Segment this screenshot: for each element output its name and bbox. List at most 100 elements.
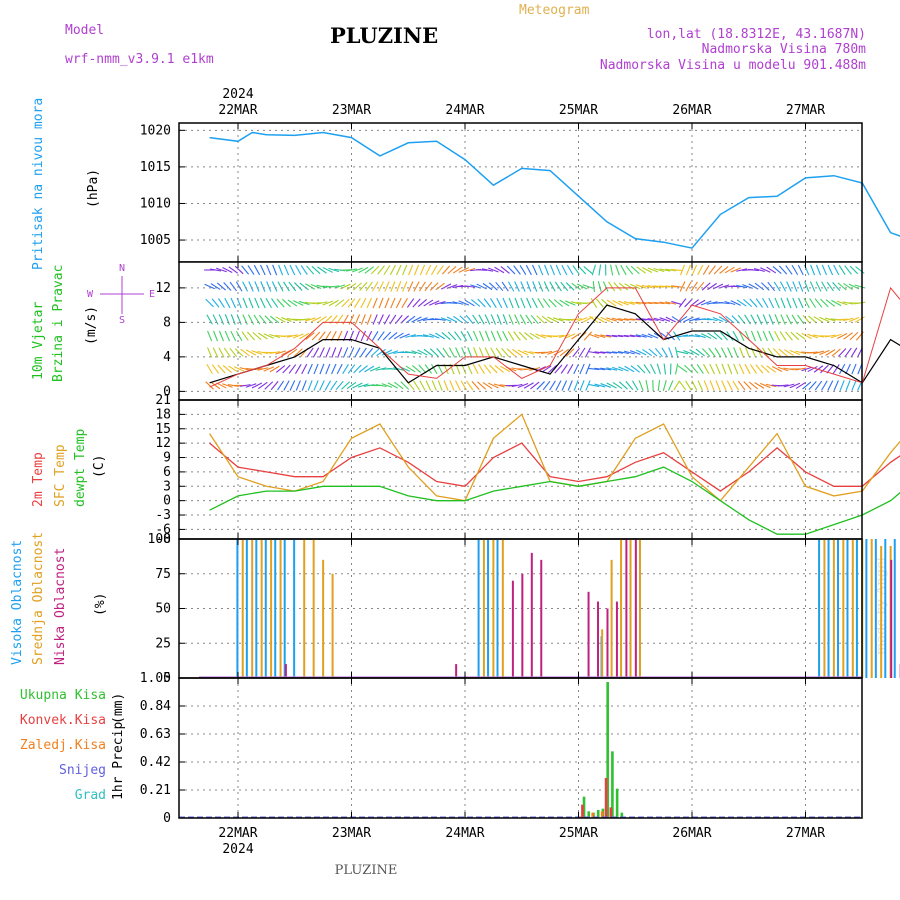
wind-arrow-0 (807, 365, 818, 373)
wind-arrow-0 (266, 281, 272, 292)
wind-arrow-0 (648, 348, 658, 357)
wind-arrow-0 (762, 330, 768, 342)
wind-arrow-0 (508, 297, 514, 309)
wind-arrow-0 (541, 350, 553, 355)
legend-total-rain: Ukupna Kisa (20, 688, 106, 703)
wind-arrow-0 (766, 365, 777, 373)
precip-bar-2-1 (600, 811, 604, 818)
wind-arrow-0 (647, 267, 659, 273)
wind-arrow-0 (848, 316, 860, 323)
wind-arrow-0 (452, 301, 464, 305)
wind-arrow-0 (548, 298, 557, 308)
ytick-label-4-1: 0.21 (140, 783, 171, 798)
cloud-bar-1-4 (279, 539, 282, 678)
wind-arrow-0 (791, 264, 799, 276)
wind-arrow-0 (843, 283, 853, 290)
wind-arrow-0 (538, 264, 544, 276)
wind-arrow-0 (839, 363, 846, 375)
wind-arrow-0 (372, 297, 378, 309)
wind-arrow-0 (677, 315, 688, 324)
ytick-label-3-2: 50 (155, 602, 171, 617)
wind-arrow-0 (612, 366, 623, 372)
cloud-bar-1-18 (832, 539, 835, 678)
wind-arrow-0 (482, 381, 493, 390)
wind-arrow-0 (365, 347, 374, 358)
wind-arrow-0 (766, 266, 777, 274)
wind-arrow-0 (354, 298, 361, 308)
ytick-label-2-9: 18 (155, 407, 171, 422)
wind-arrow-0 (630, 265, 640, 275)
wind-arrow-0 (378, 281, 384, 292)
wind-arrow-0 (768, 330, 775, 342)
wind-arrow-0 (783, 349, 794, 356)
wind-arrow-0 (807, 333, 818, 339)
wind-arrow-0 (514, 314, 520, 325)
wind-arrow-0 (484, 314, 491, 325)
wind-arrow-0 (839, 380, 845, 391)
wind-arrow-0 (365, 281, 373, 292)
wind-arrow-0 (330, 380, 338, 391)
cloud-bar-1-22 (870, 539, 873, 678)
wind-arrow-0 (695, 299, 706, 307)
wind-arrow-0 (827, 380, 834, 391)
wind-arrow-0 (526, 281, 532, 292)
wind-arrow-0 (798, 281, 804, 292)
xtick-bottom-2: 24MAR (445, 826, 484, 841)
wind-arrow-0 (744, 363, 751, 375)
wind-arrow-0 (216, 382, 227, 389)
cloud-bar-1-2 (260, 539, 263, 678)
wind-arrow-0 (738, 330, 745, 342)
wind-arrow-0 (843, 332, 853, 340)
wind-arrow-0 (623, 318, 635, 321)
wind-arrow-0 (501, 347, 510, 358)
chart-title: PLUZINE (330, 23, 438, 48)
wind-arrow-0 (756, 330, 762, 342)
wind-arrow-0 (234, 348, 244, 357)
wind-arrow-0 (341, 298, 350, 308)
wind-arrow-0 (453, 266, 463, 274)
wind-arrow-0 (287, 348, 298, 357)
wind-arrow-0 (845, 380, 851, 391)
wind-arrow-0 (819, 316, 830, 323)
wind-arrow-0 (845, 363, 851, 375)
wind-arrow-0 (381, 349, 393, 356)
wind-arrow-0 (680, 264, 686, 276)
ytick-label-3-3: 75 (155, 567, 171, 582)
wind-arrow-0 (778, 348, 788, 357)
wind-arrow-0 (264, 315, 274, 324)
wind-arrow-0 (606, 299, 617, 307)
wind-arrow-0 (606, 367, 618, 371)
wind-arrow-0 (555, 380, 562, 391)
wind-arrow-0 (594, 334, 606, 338)
wind-arrow-0 (795, 367, 807, 371)
wind-arrow-0 (294, 282, 303, 291)
wind-arrow-0 (464, 267, 476, 273)
wind-arrow-0 (375, 383, 387, 388)
wind-arrow-0 (647, 333, 659, 339)
wind-arrow-0 (371, 330, 379, 342)
wind-arrow-0 (306, 265, 315, 275)
wind-arrow-0 (384, 281, 390, 292)
wind-arrow-0 (298, 300, 310, 306)
wind-arrow-0 (383, 265, 391, 275)
wind-arrow-0 (476, 269, 488, 271)
wind-arrow-0 (434, 301, 446, 305)
wind-arrow-0 (774, 330, 781, 342)
cloud-bar-1-11 (501, 539, 504, 678)
wind-arrow-0 (554, 281, 562, 292)
wind-arrow-0 (242, 281, 249, 292)
ytick-label-3-0: 0 (163, 671, 171, 686)
wind-arrow-0 (570, 301, 582, 305)
wind-arrow-0 (612, 381, 623, 390)
wind-arrow-0 (506, 265, 516, 275)
wind-arrow-0 (743, 381, 752, 390)
wind-arrow-0 (318, 331, 326, 341)
wind-arrow-0 (523, 350, 535, 355)
lonlat-text: lon,lat (18.8312E, 43.1687N) (647, 27, 866, 42)
wind-arrow-0 (370, 348, 380, 357)
ytick-label-2-1: -6 (155, 522, 171, 537)
wind-arrow-0 (482, 282, 493, 291)
wind-arrow-0 (559, 299, 570, 307)
wind-arrow-0 (659, 268, 671, 272)
wind-arrow-0 (347, 364, 356, 374)
